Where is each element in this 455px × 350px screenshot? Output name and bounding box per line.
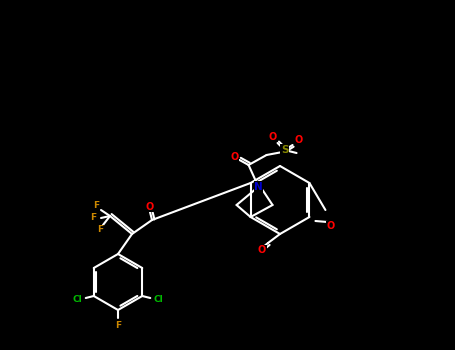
Text: S: S: [281, 145, 288, 155]
Text: O: O: [294, 135, 303, 145]
Text: O: O: [268, 132, 277, 142]
Text: Cl: Cl: [73, 294, 83, 303]
Text: F: F: [115, 321, 121, 329]
Text: F: F: [93, 202, 99, 210]
Text: N: N: [254, 182, 263, 192]
Text: Cl: Cl: [153, 294, 163, 303]
Text: O: O: [146, 202, 154, 212]
Text: O: O: [258, 245, 266, 255]
Text: O: O: [230, 152, 239, 162]
Text: F: F: [97, 225, 103, 234]
Text: O: O: [326, 221, 334, 231]
Text: F: F: [90, 214, 96, 223]
